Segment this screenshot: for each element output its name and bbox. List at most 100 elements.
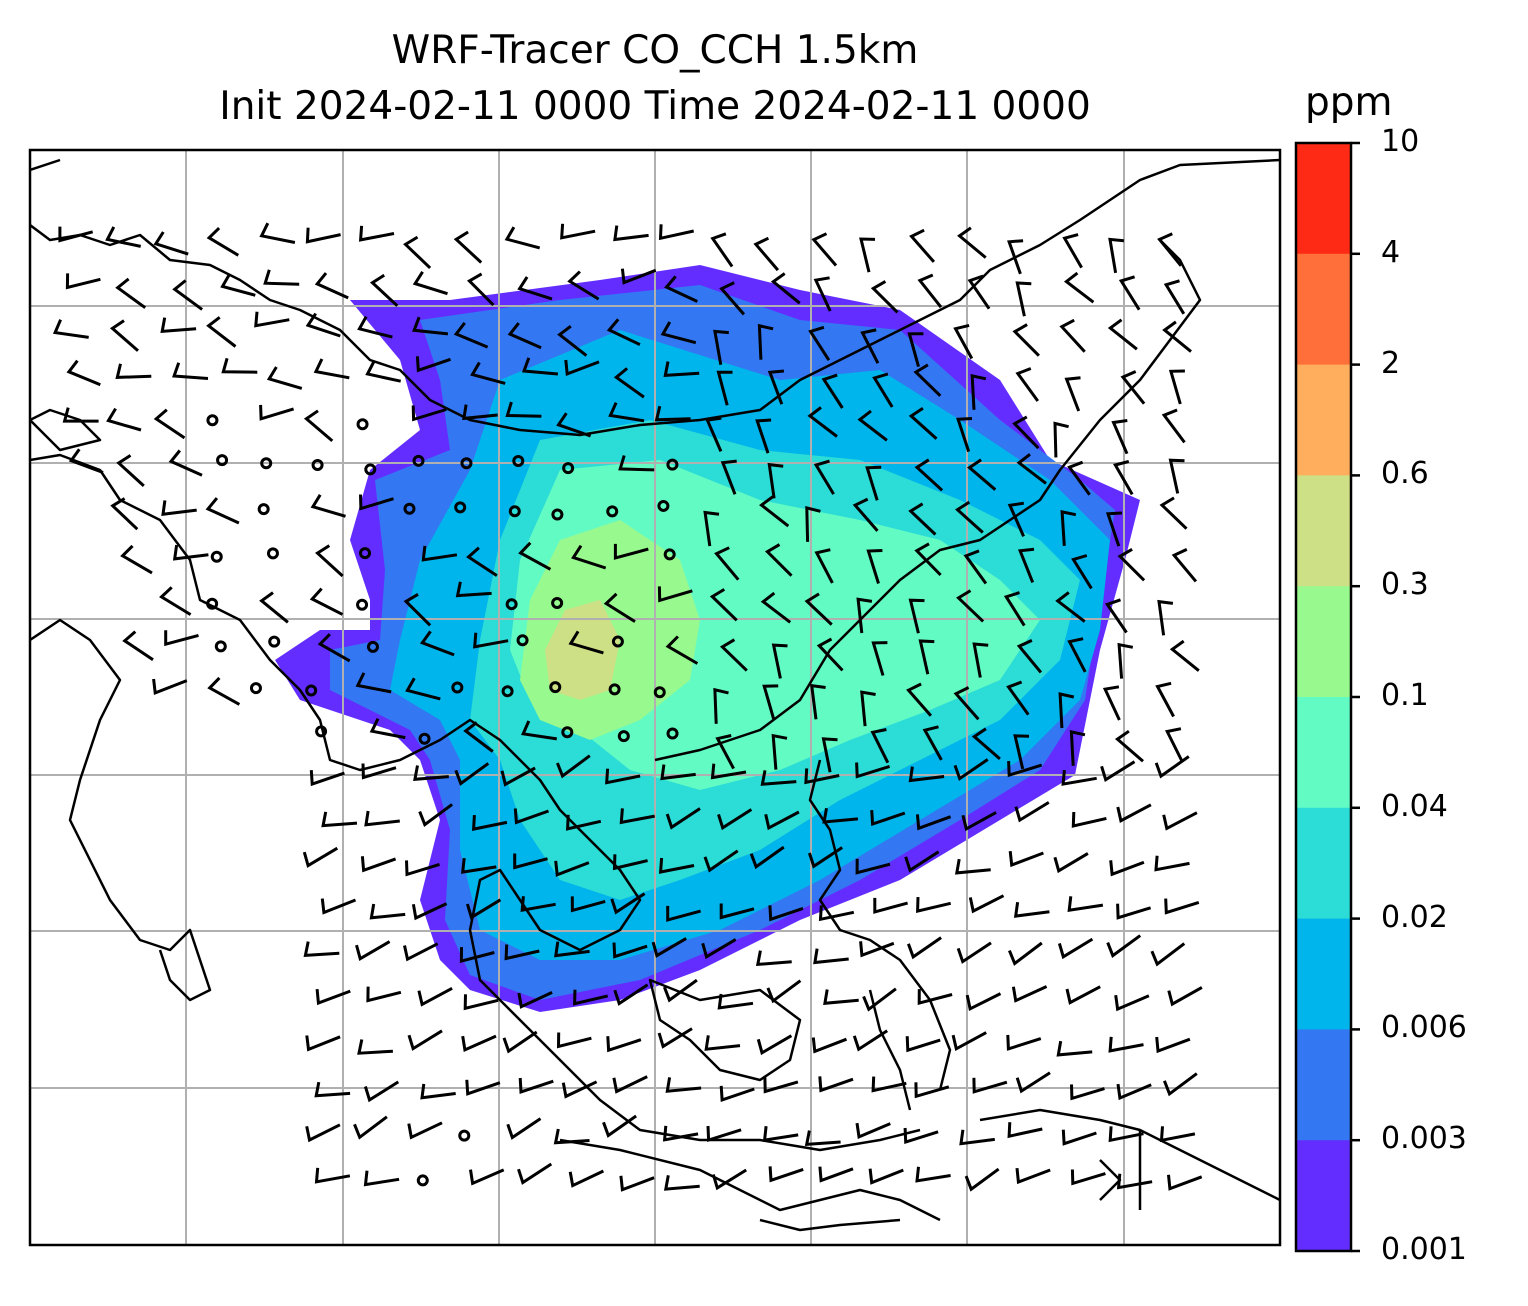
- wind-barb: [365, 360, 402, 383]
- colorbar-tick-label: 0.3: [1381, 567, 1429, 603]
- wind-barb: [68, 448, 104, 474]
- wind-barb: [1011, 985, 1048, 1003]
- wind-barb: [1157, 232, 1183, 267]
- wind-barb: [1003, 591, 1026, 627]
- wind-barb: [518, 541, 552, 571]
- wind-barb: [1117, 548, 1146, 582]
- wind-barb: [263, 269, 300, 286]
- wind-barb: [818, 1166, 854, 1183]
- wind-barb: [662, 978, 698, 1003]
- wind-barb: [66, 359, 101, 387]
- wind-barb: [461, 857, 497, 874]
- wind-barb: [568, 1169, 605, 1188]
- calm-wind-marker: [356, 418, 369, 431]
- wind-barb: [309, 587, 344, 616]
- wind-barb: [1159, 1126, 1196, 1143]
- wind-barb: [804, 1130, 841, 1147]
- wind-barb: [821, 373, 844, 409]
- wind-barb: [507, 322, 542, 350]
- wind-barb: [1008, 850, 1044, 868]
- calm-wind-marker: [508, 505, 521, 518]
- wind-barb: [553, 1128, 590, 1145]
- wind-barb: [613, 367, 645, 399]
- wind-barb: [504, 944, 540, 961]
- wind-barb: [1062, 233, 1083, 269]
- calm-wind-marker: [412, 454, 425, 467]
- calm-wind-marker: [249, 682, 262, 695]
- calm-wind-marker: [549, 681, 562, 694]
- wind-barb: [1007, 501, 1025, 538]
- wind-barb: [1168, 458, 1185, 494]
- calm-wind-marker: [512, 455, 525, 468]
- wind-barb: [120, 544, 153, 575]
- wind-barb: [1150, 942, 1186, 967]
- wind-barb: [1155, 1036, 1191, 1054]
- wind-barb: [963, 549, 988, 585]
- wind-barb: [660, 764, 696, 781]
- wind-barb: [573, 989, 609, 1006]
- wind-barb: [1106, 934, 1142, 958]
- wind-barb: [709, 588, 738, 622]
- wind-barb: [651, 937, 687, 958]
- wind-barb: [1060, 510, 1077, 546]
- wind-barb: [465, 1079, 501, 1096]
- wind-barb: [407, 1121, 443, 1140]
- wind-barb: [766, 979, 802, 1004]
- wind-barb: [704, 1035, 741, 1051]
- wind-barb: [1017, 547, 1035, 583]
- wind-barb: [320, 898, 357, 915]
- calm-wind-marker: [454, 501, 467, 514]
- wind-barb: [654, 405, 691, 422]
- wind-barb: [1007, 1122, 1043, 1139]
- wind-barb: [521, 720, 558, 741]
- wind-barb: [804, 768, 840, 785]
- wind-barb: [807, 846, 844, 869]
- wind-barb: [856, 597, 873, 634]
- wind-barb: [908, 407, 938, 440]
- calm-wind-marker: [657, 499, 670, 512]
- calm-wind-marker: [260, 457, 273, 470]
- wind-barb: [804, 592, 833, 626]
- wind-barb: [666, 905, 701, 922]
- wind-barb: [662, 1125, 699, 1142]
- wind-barb: [852, 1029, 889, 1052]
- wind-barb: [1053, 852, 1089, 874]
- wind-barb: [418, 803, 453, 827]
- calm-wind-marker: [214, 640, 227, 653]
- wind-barb: [506, 1117, 542, 1140]
- wind-barb: [906, 682, 933, 717]
- wind-barb: [357, 1039, 393, 1055]
- wind-barb: [411, 902, 448, 921]
- wind-barb: [870, 280, 899, 314]
- wind-barb: [1157, 599, 1174, 636]
- wind-barb: [1057, 937, 1094, 960]
- wind-barb: [871, 641, 888, 676]
- wind-barb: [1065, 985, 1101, 1005]
- wind-barb: [612, 1075, 648, 1094]
- wind-barb: [602, 1114, 637, 1138]
- wind-barb: [403, 593, 432, 627]
- wind-barb: [513, 853, 548, 870]
- wind-barb: [904, 850, 940, 873]
- wind-barb: [763, 1077, 799, 1094]
- wind-barb: [305, 1123, 341, 1143]
- wind-barb: [568, 630, 604, 655]
- wind-barb: [764, 543, 793, 577]
- wind-barb: [1113, 459, 1134, 496]
- calm-wind-marker: [210, 550, 223, 563]
- wind-barb: [768, 905, 804, 922]
- wind-barb: [207, 676, 241, 706]
- wind-barb: [466, 546, 498, 577]
- wind-barb: [971, 727, 1001, 761]
- wind-barb: [914, 458, 944, 492]
- wind-barb: [564, 359, 600, 376]
- wind-barb: [663, 1175, 700, 1191]
- wind-barb: [517, 991, 553, 1009]
- wind-barb: [1120, 370, 1146, 405]
- wind-barb: [1167, 1174, 1203, 1191]
- wind-barb: [407, 1029, 443, 1051]
- wind-barb: [518, 1077, 554, 1094]
- calm-wind-marker: [311, 458, 324, 471]
- wind-barb: [314, 1167, 351, 1184]
- wind-barb: [764, 810, 800, 831]
